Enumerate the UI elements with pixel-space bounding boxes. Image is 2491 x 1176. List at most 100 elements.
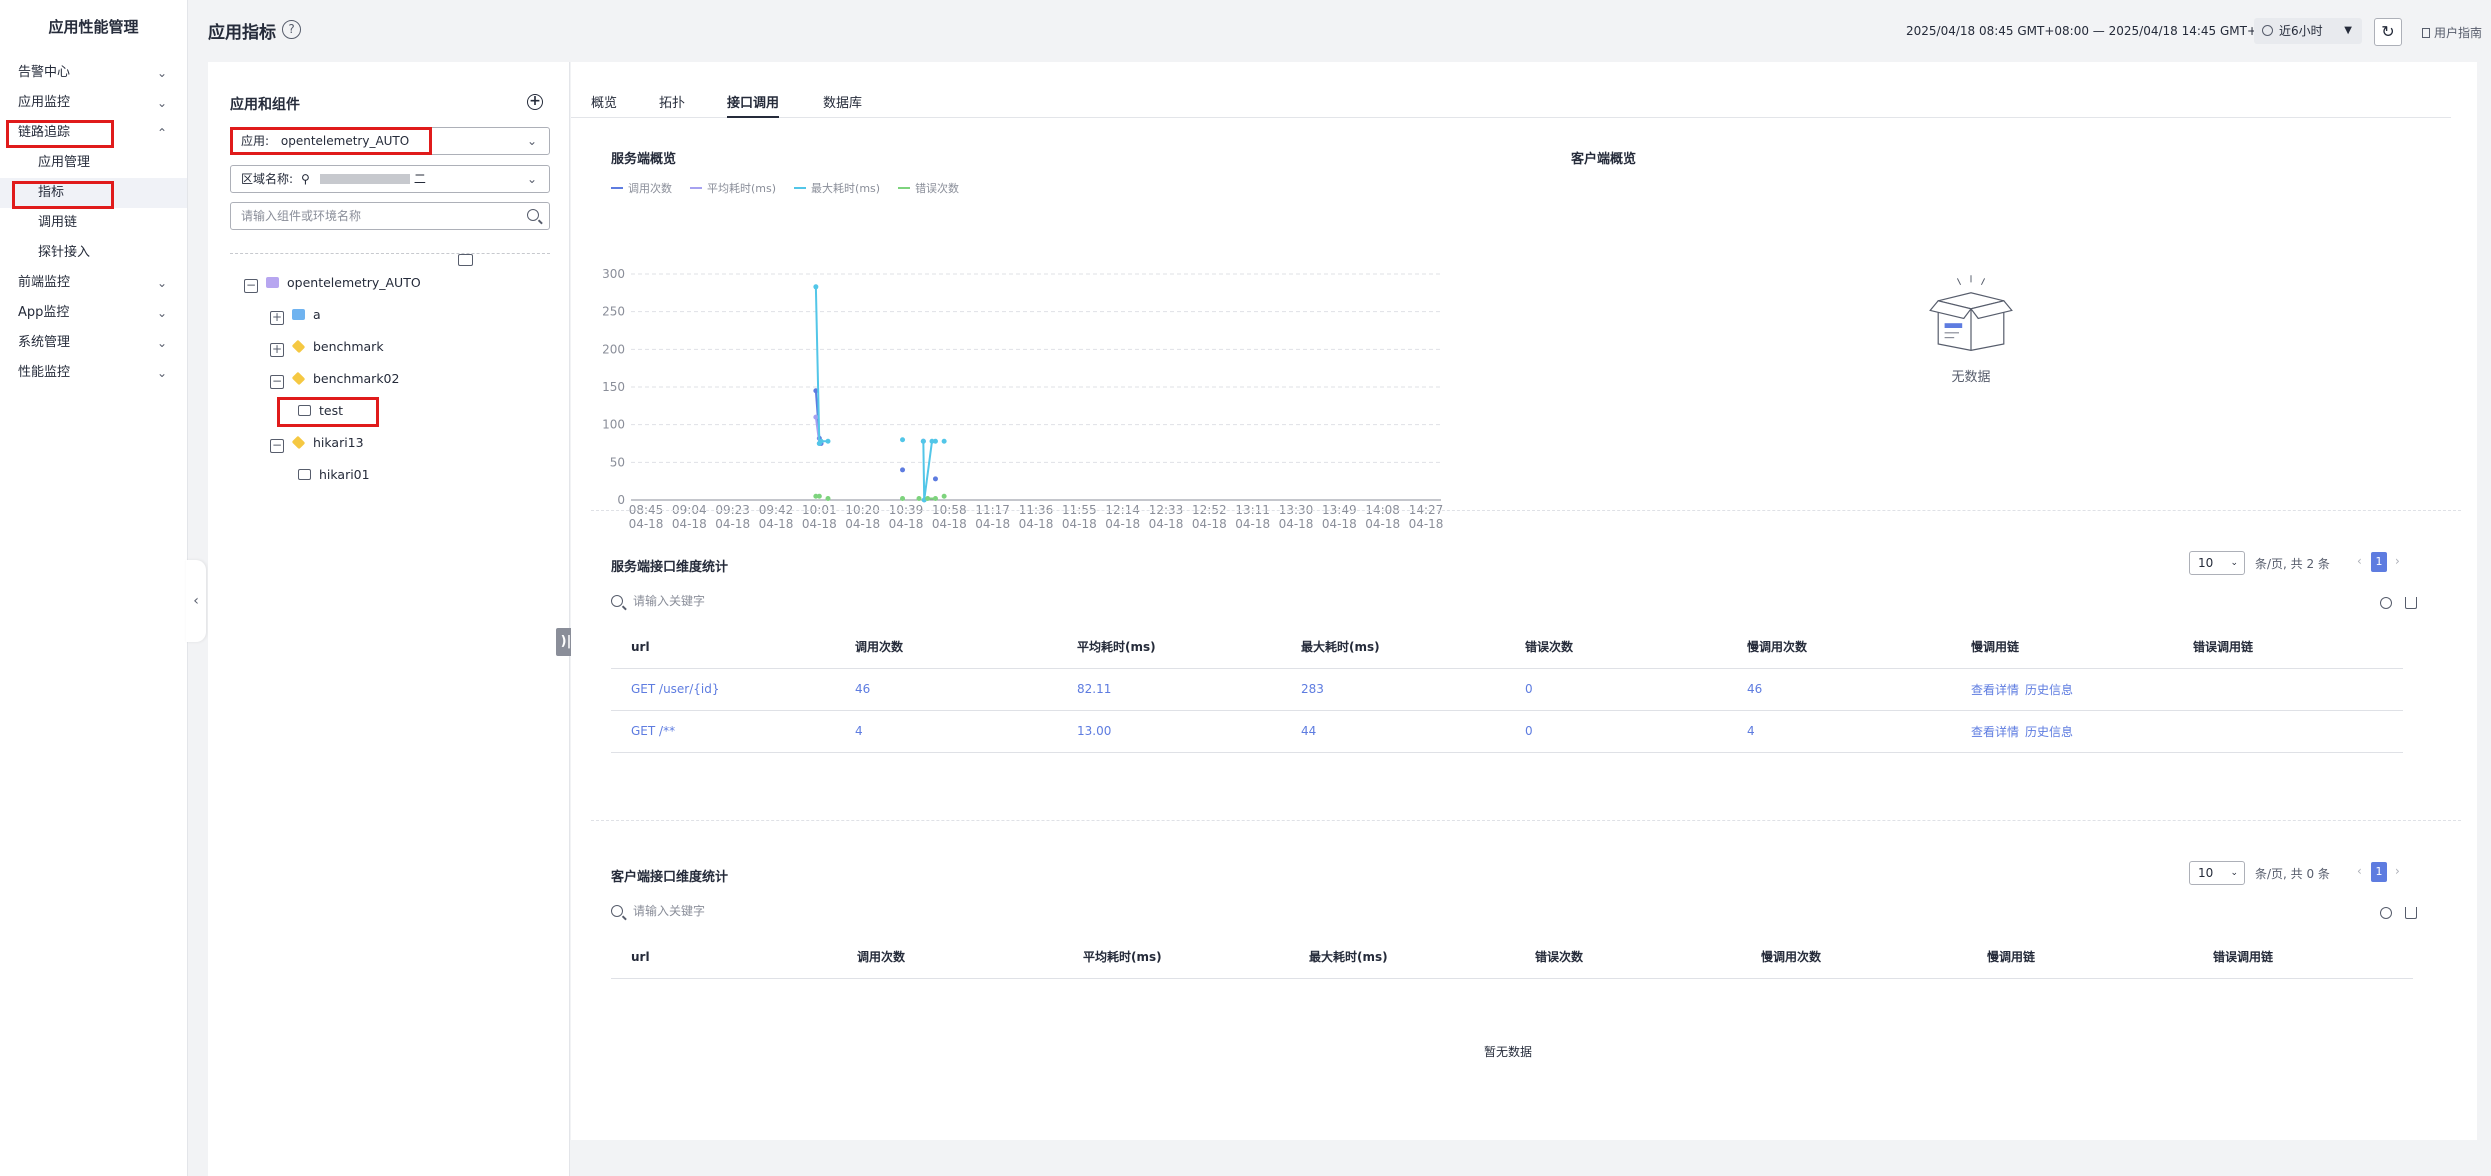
nav-alert-center[interactable]: 告警中心 ⌄	[0, 58, 187, 88]
data-point[interactable]	[900, 495, 906, 501]
time-range-select[interactable]: 近6小时 ▼	[2254, 18, 2362, 44]
cell-url[interactable]: GET /**	[611, 710, 835, 753]
column-header[interactable]: 错误次数	[1515, 936, 1741, 979]
page-number-button[interactable]: 1	[2371, 552, 2387, 572]
nav-probe-access[interactable]: 探针接入	[38, 245, 91, 260]
view-details-link[interactable]: 查看详情	[1971, 724, 2020, 739]
data-point[interactable]	[813, 493, 819, 499]
panel-divider	[230, 253, 550, 254]
data-point[interactable]	[941, 438, 947, 444]
collapse-icon[interactable]: −	[244, 278, 258, 293]
data-point[interactable]	[920, 438, 926, 444]
server-keyword-search[interactable]: 请输入关键字	[611, 592, 705, 609]
data-point[interactable]	[900, 437, 906, 443]
nav-collapse-button[interactable]: ‹	[186, 560, 206, 642]
client-keyword-search[interactable]: 请输入关键字	[611, 902, 705, 919]
collapse-icon[interactable]: −	[270, 438, 284, 453]
tab-api-calls[interactable]: 接口调用	[727, 92, 780, 118]
data-point[interactable]	[818, 438, 824, 444]
server-overview-chart[interactable]: 30025020015010050008:4504-1809:0404-1809…	[591, 198, 1471, 538]
history-link[interactable]: 历史信息	[2025, 724, 2074, 739]
column-header[interactable]: 最大耗时(ms)	[1289, 936, 1515, 979]
cell-url[interactable]: GET /user/{id}	[611, 668, 835, 711]
tree-node-opentelemetry-auto[interactable]: − opentelemetry_AUTO	[244, 273, 421, 293]
column-header[interactable]: 调用次数	[835, 626, 1057, 669]
prev-page-button[interactable]: ‹	[2357, 864, 2362, 878]
nav-call-chain[interactable]: 调用链	[38, 215, 78, 230]
next-page-button[interactable]: ›	[2395, 554, 2400, 568]
next-page-button[interactable]: ›	[2395, 864, 2400, 878]
collapse-icon[interactable]: −	[270, 374, 284, 389]
data-point[interactable]	[929, 438, 935, 444]
settings-icon[interactable]	[2380, 907, 2392, 919]
data-point[interactable]	[813, 388, 819, 394]
legend-item-max[interactable]: 最大耗时(ms)	[794, 180, 880, 196]
column-header[interactable]: 错误调用链	[2193, 936, 2413, 979]
page-number-button[interactable]: 1	[2371, 862, 2387, 882]
download-icon[interactable]	[2405, 907, 2417, 919]
tree-node-test[interactable]: test	[298, 401, 343, 421]
data-point[interactable]	[825, 495, 831, 501]
column-header[interactable]: 平均耗时(ms)	[1057, 626, 1281, 669]
column-header[interactable]: 错误调用链	[2173, 626, 2403, 669]
nav-system-management[interactable]: 系统管理 ⌄	[0, 328, 187, 358]
nav-metrics[interactable]: 指标	[0, 178, 187, 208]
data-point[interactable]	[825, 438, 831, 444]
tree-node-hikari01[interactable]: hikari01	[298, 465, 370, 485]
data-point[interactable]	[932, 495, 938, 501]
tab-database[interactable]: 数据库	[823, 96, 863, 111]
view-details-link[interactable]: 查看详情	[1971, 682, 2020, 697]
column-header[interactable]: 慢调用链	[1951, 626, 2173, 669]
tab-overview[interactable]: 概览	[591, 96, 618, 111]
column-header[interactable]: 错误次数	[1505, 626, 1727, 669]
data-point[interactable]	[941, 493, 947, 499]
help-icon[interactable]: ?	[282, 20, 301, 39]
nav-performance-monitor[interactable]: 性能监控 ⌄	[0, 358, 187, 388]
legend-item-errors[interactable]: 错误次数	[898, 180, 959, 196]
add-icon[interactable]: +	[527, 94, 543, 110]
user-guide-link[interactable]: 用户指南	[2422, 24, 2482, 41]
data-point[interactable]	[813, 414, 819, 420]
page-size-select[interactable]: 10 ⌄	[2189, 861, 2245, 885]
component-search-input[interactable]: 请输入组件或环境名称	[230, 202, 550, 230]
data-point[interactable]	[916, 495, 922, 501]
column-header[interactable]: 慢调用链	[1967, 936, 2193, 979]
nav-frontend-monitor[interactable]: 前端监控 ⌄	[0, 268, 187, 298]
tree-node-benchmark[interactable]: + benchmark	[270, 337, 384, 357]
legend-item-avg[interactable]: 平均耗时(ms)	[690, 180, 776, 196]
tree-node-a[interactable]: + a	[270, 305, 321, 325]
history-link[interactable]: 历史信息	[2025, 682, 2074, 697]
prev-page-button[interactable]: ‹	[2357, 554, 2362, 568]
nav-app-monitor[interactable]: 应用监控 ⌄	[0, 88, 187, 118]
column-header[interactable]: url	[611, 626, 835, 669]
page-size-select[interactable]: 10 ⌄	[2189, 551, 2245, 575]
data-point[interactable]	[932, 438, 938, 444]
expand-icon[interactable]: +	[270, 342, 284, 357]
data-point[interactable]	[900, 467, 906, 473]
data-point[interactable]	[813, 284, 819, 290]
settings-icon[interactable]	[2380, 597, 2392, 609]
data-point[interactable]	[925, 495, 931, 501]
download-icon[interactable]	[2405, 597, 2417, 609]
tab-topology[interactable]: 拓扑	[659, 96, 686, 111]
search-icon[interactable]	[527, 209, 539, 221]
column-header[interactable]: url	[611, 936, 837, 979]
column-header[interactable]: 平均耗时(ms)	[1063, 936, 1289, 979]
nav-app-management[interactable]: 应用管理	[38, 155, 91, 170]
region-select[interactable]: 区域名称: ⚲ 二 ⌄	[230, 165, 550, 193]
column-header[interactable]: 调用次数	[837, 936, 1063, 979]
nav-app-monitoring[interactable]: App监控 ⌄	[0, 298, 187, 328]
column-header[interactable]: 慢调用次数	[1727, 626, 1951, 669]
nav-trace[interactable]: 链路追踪 ⌃	[0, 118, 187, 148]
tree-node-hikari13[interactable]: − hikari13	[270, 433, 364, 453]
refresh-button[interactable]: ↻	[2374, 18, 2402, 46]
data-point[interactable]	[816, 493, 822, 499]
legend-item-calls[interactable]: 调用次数	[611, 180, 672, 196]
data-point[interactable]	[932, 476, 938, 482]
expand-icon[interactable]: +	[270, 310, 284, 325]
app-select[interactable]: 应用: opentelemetry_AUTO ⌄	[230, 127, 550, 155]
column-header[interactable]: 慢调用次数	[1741, 936, 1967, 979]
column-header[interactable]: 最大耗时(ms)	[1281, 626, 1505, 669]
comment-icon[interactable]	[458, 254, 473, 266]
tree-node-benchmark02[interactable]: − benchmark02	[270, 369, 399, 389]
